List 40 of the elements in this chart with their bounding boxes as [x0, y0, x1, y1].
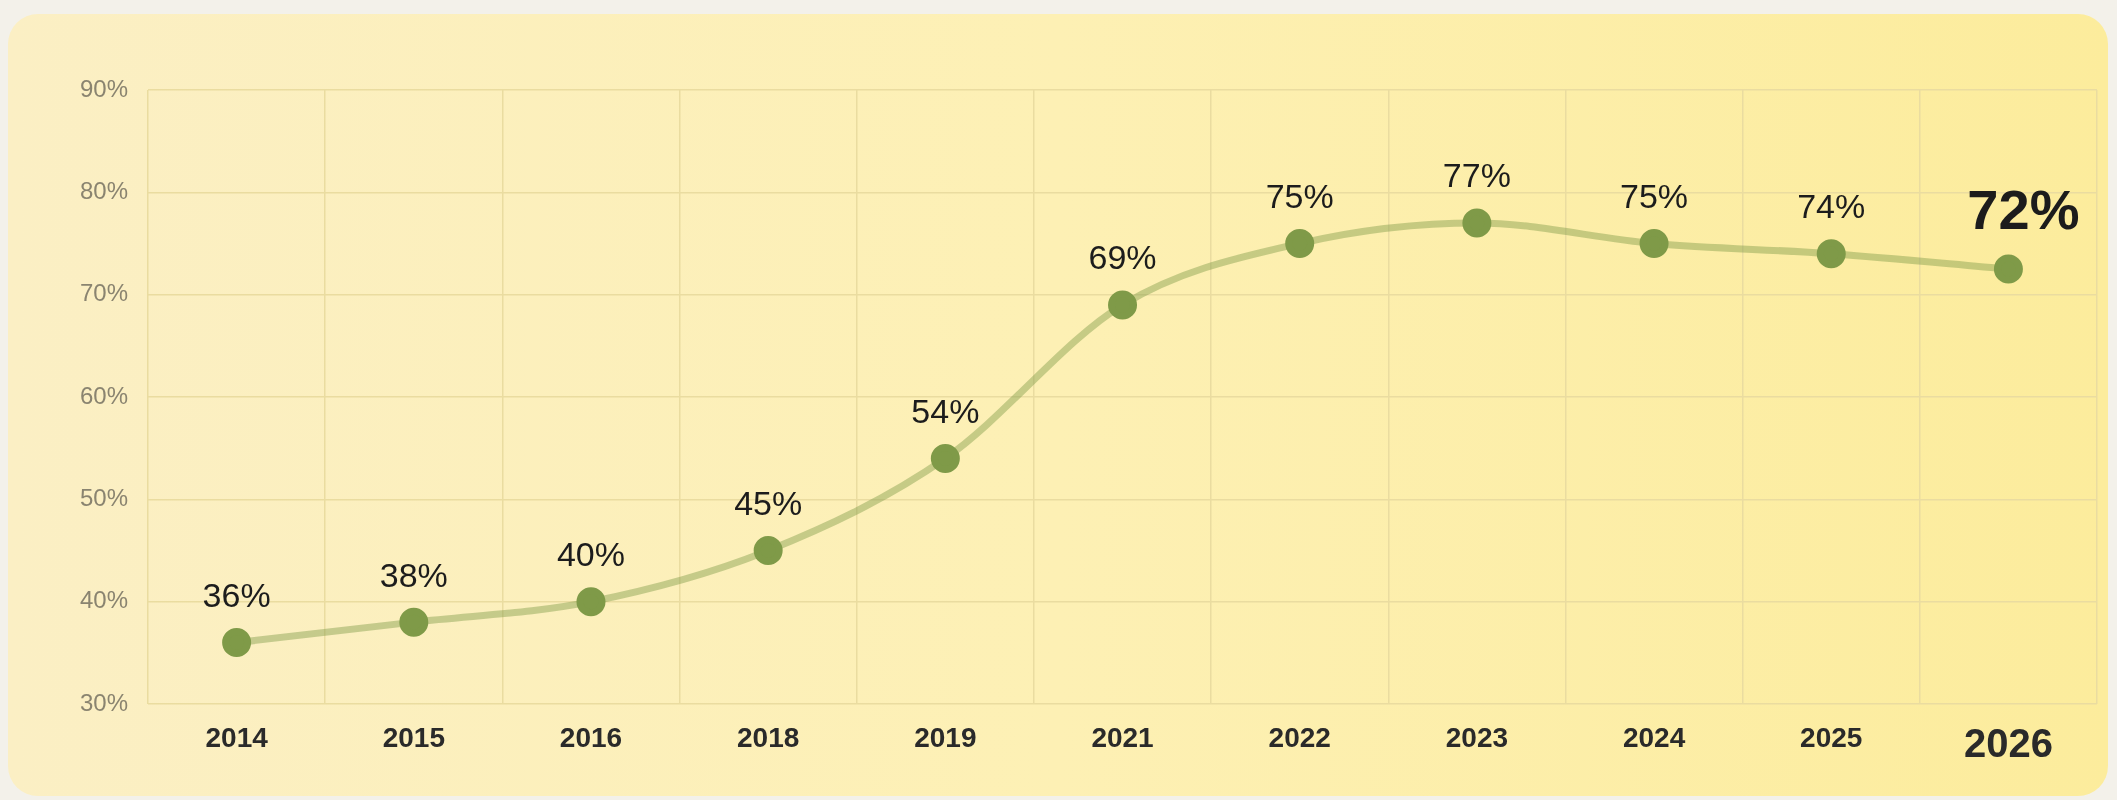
data-label: 38% — [379, 555, 448, 594]
y-tick-label: 40% — [79, 586, 129, 614]
data-label: 74% — [1797, 187, 1866, 226]
y-tick-label: 30% — [79, 688, 129, 716]
point — [930, 443, 960, 473]
point — [1462, 208, 1492, 238]
point — [1639, 229, 1669, 258]
x-tick-label: 2021 — [1091, 721, 1154, 753]
point — [1993, 254, 2023, 284]
x-tick-label: 2026 — [1963, 721, 2053, 766]
x-tick-label: 2024 — [1622, 721, 1686, 753]
data-label: 54% — [911, 391, 980, 430]
data-label: 69% — [1088, 238, 1157, 277]
x-tick-label: 2023 — [1445, 721, 1509, 753]
y-tick-label: 60% — [79, 381, 129, 409]
point — [753, 536, 783, 565]
y-tick-label: 70% — [79, 279, 129, 307]
point — [1816, 239, 1846, 269]
data-label: 75% — [1265, 176, 1334, 215]
point — [1108, 290, 1138, 320]
data-label: 77% — [1442, 156, 1511, 195]
y-tick-label: 80% — [79, 176, 129, 204]
data-label: 75% — [1620, 176, 1689, 215]
x-tick-label: 2015 — [382, 721, 445, 753]
x-tick-label: 2016 — [559, 721, 623, 753]
x-tick-label: 2014 — [205, 721, 269, 753]
point — [222, 628, 252, 658]
x-tick-label: 2018 — [737, 721, 800, 753]
x-tick-label: 2022 — [1268, 721, 1331, 753]
point — [1285, 229, 1315, 258]
x-tick-label: 2025 — [1800, 721, 1863, 753]
data-label: 36% — [202, 575, 271, 614]
y-tick-label: 50% — [79, 483, 129, 511]
x-tick-label: 2019 — [914, 721, 977, 753]
point — [399, 607, 429, 637]
point — [576, 587, 606, 617]
data-label: 45% — [734, 483, 803, 522]
y-tick-label: 90% — [79, 74, 129, 102]
data-label: 72% — [1967, 177, 2080, 241]
data-label: 40% — [556, 535, 626, 574]
